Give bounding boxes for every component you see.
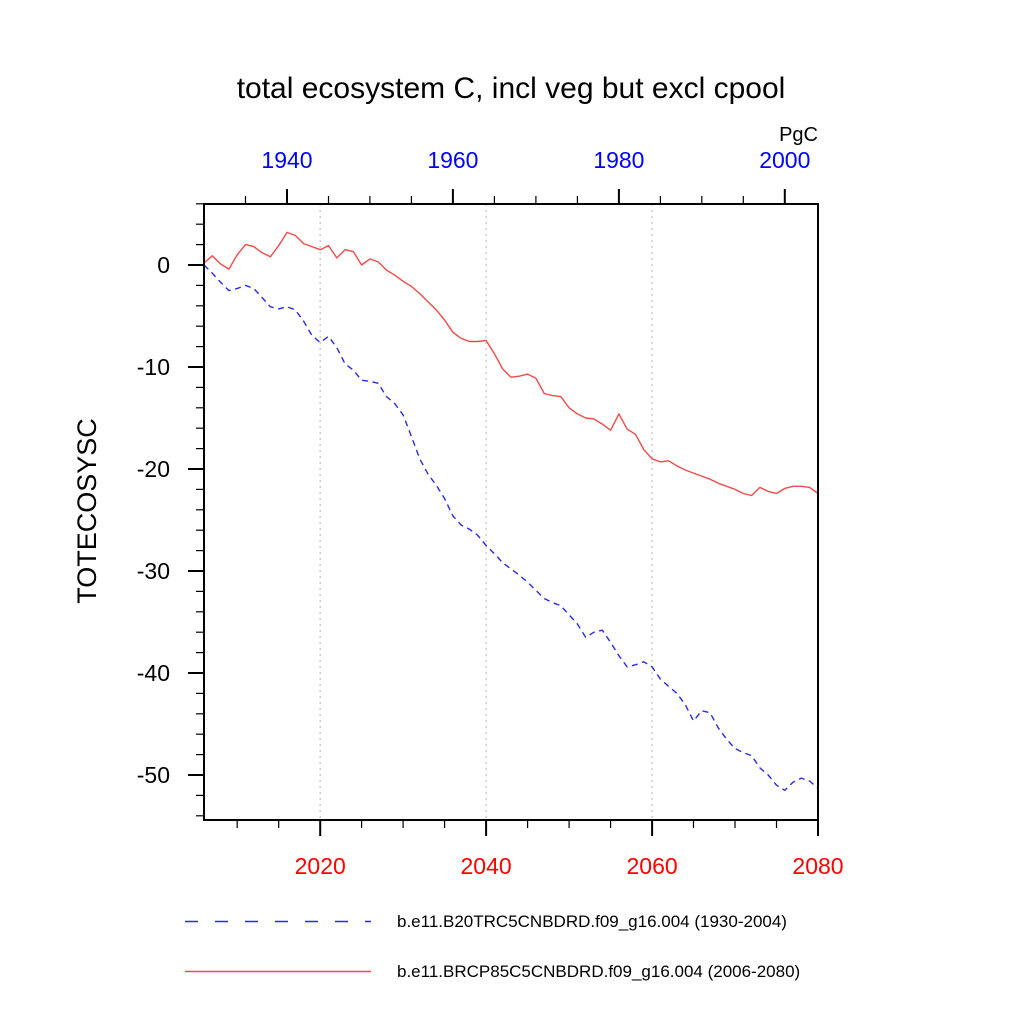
tick-labels-layer: 1940 1960 1980 2000 2020 2040 2060 2080 0 -10 -20 -… [137,147,844,879]
units-label: PgC [779,124,818,146]
legend: b.e11.B20TRC5CNBDRD.f09_g16.004 (1930-20… [185,912,800,981]
top-axis-tick-label: 1960 [427,147,478,173]
series-rcp85 [203,231,819,497]
legend-label-historical: b.e11.B20TRC5CNBDRD.f09_g16.004 (1930-20… [397,912,787,931]
series-historical [203,264,819,791]
y-axis-tick-label: -50 [137,762,170,788]
series-layer [203,231,819,791]
y-axis-tick-label: -30 [137,558,170,584]
bottom-axis-tick-label: 2040 [461,853,512,879]
bottom-axis-tick-label: 2060 [627,853,678,879]
y-axis-tick-label: -20 [137,456,170,482]
gridlines-layer [319,204,653,820]
bottom-axis-tick-label: 2020 [295,853,346,879]
chart-title: total ecosystem C, incl veg but excl cpo… [237,72,786,105]
plot-frame-layer [203,203,819,821]
top-axis-tick-label: 1980 [593,147,644,173]
y-axis-tick-label: 0 [157,252,170,278]
ticks-layer [188,189,819,836]
y-axis-title: TOTECOSYSC [72,418,102,604]
top-axis-tick-label: 2000 [759,147,810,173]
y-axis-tick-label: -40 [137,660,170,686]
bottom-axis-tick-label: 2080 [792,853,843,879]
plot-frame [203,203,819,821]
y-axis-tick-label: -10 [137,354,170,380]
top-axis-tick-label: 1940 [261,147,312,173]
legend-label-rcp85: b.e11.BRCP85C5CNBDRD.f09_g16.004 (2006-2… [397,962,800,981]
